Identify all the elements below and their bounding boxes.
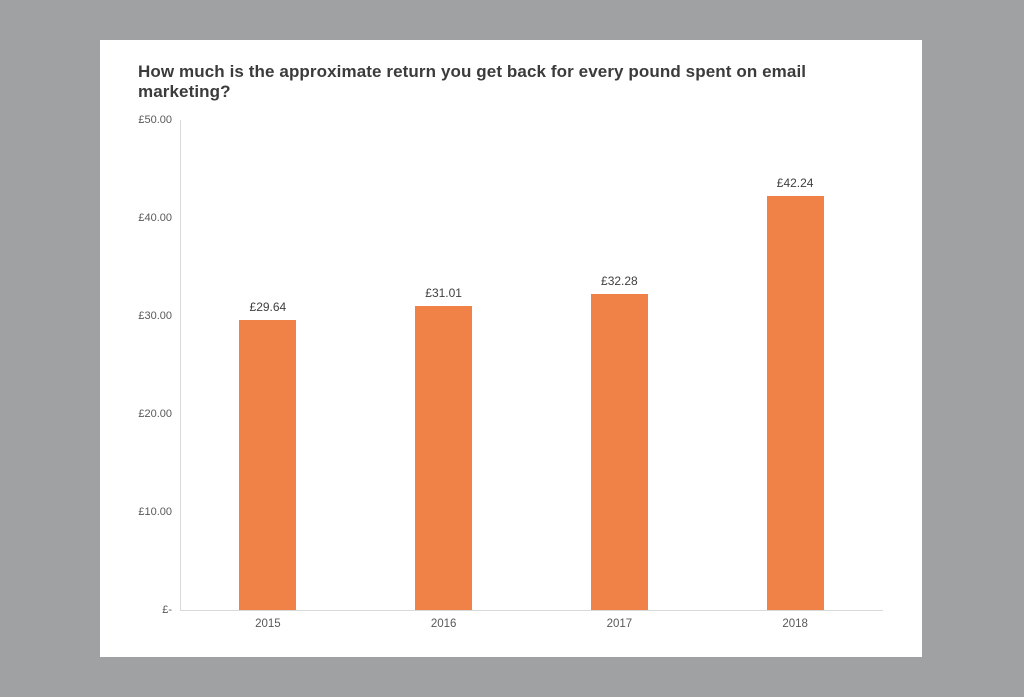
x-axis-line <box>180 610 883 611</box>
x-axis-tick-label: 2016 <box>430 618 457 630</box>
y-axis-tick-label: £- <box>162 604 172 616</box>
bar-2015 <box>239 319 297 610</box>
bar-value-label: £31.01 <box>425 286 462 301</box>
bar-value-label: £42.24 <box>776 176 814 191</box>
y-axis-labels: £- £10.00 £20.00 £30.00 £40.00 £50.00 <box>100 114 172 616</box>
y-axis-tick-label: £40.00 <box>138 212 172 224</box>
bar-2016 <box>415 306 473 610</box>
x-axis-labels: 2015 2016 2017 2018 <box>180 618 883 638</box>
x-axis-tick-label: 2018 <box>782 618 808 630</box>
bar-2017 <box>590 293 648 610</box>
chart-title: How much is the approximate return you g… <box>138 62 807 101</box>
chart: How much is the approximate return you g… <box>100 40 922 657</box>
chart-panel: How much is the approximate return you g… <box>100 40 922 657</box>
x-axis-tick-label: 2017 <box>606 618 633 630</box>
y-axis-tick-label: £20.00 <box>138 408 172 420</box>
x-axis-tick-label: 2015 <box>255 618 281 630</box>
bar-value-label: £32.28 <box>601 273 638 288</box>
y-axis-tick-label: £30.00 <box>138 310 172 322</box>
bars: £29.64 £31.01 £32.28 £42.24 <box>180 120 883 610</box>
bar-value-label: £29.64 <box>249 299 287 314</box>
y-axis-tick-label: £10.00 <box>138 506 172 518</box>
bar-2018 <box>766 196 824 610</box>
y-axis-line <box>180 120 181 610</box>
plot-area: £29.64 £31.01 £32.28 £42.24 <box>180 120 883 611</box>
y-axis-tick-label: £50.00 <box>138 114 172 126</box>
